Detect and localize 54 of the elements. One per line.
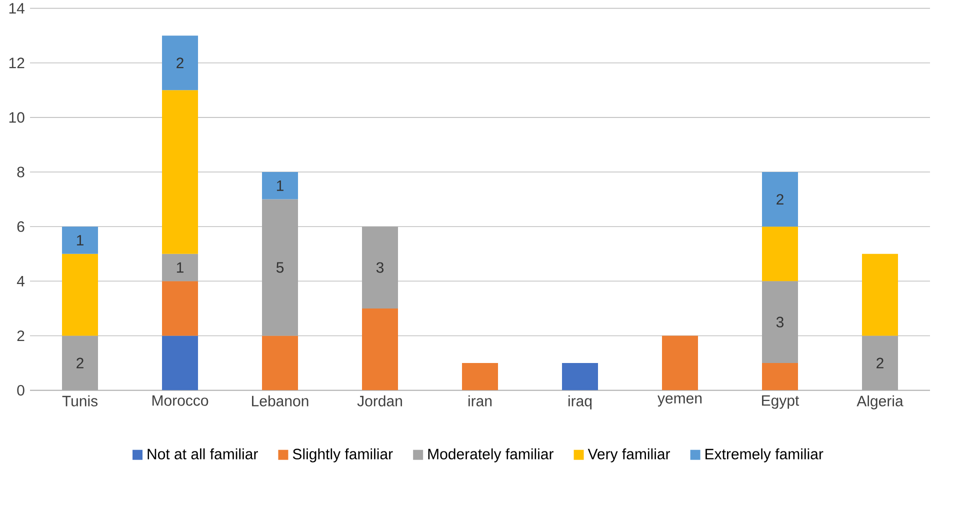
data-label: 3	[776, 316, 784, 328]
bar	[862, 336, 898, 390]
bar	[562, 363, 598, 390]
bar	[362, 226, 398, 308]
x-tick-label: iraq	[568, 395, 592, 410]
data-label: 2	[876, 358, 884, 368]
legend-label: Extremely familiar	[706, 448, 824, 462]
data-label: 2	[776, 194, 784, 205]
y-tick-label: 4	[16, 276, 25, 286]
bar	[162, 336, 198, 390]
y-tick-label: 10	[9, 112, 24, 123]
legend-label: Very familiar	[588, 448, 670, 462]
x-tick-label: iran	[468, 395, 492, 406]
bar	[762, 226, 798, 282]
data-label: 2	[176, 58, 184, 68]
legend-label: Slightly familiar	[292, 448, 393, 462]
x-tick-label: Jordan	[357, 395, 402, 406]
y-tick-label: 8	[17, 166, 24, 178]
legend-label: Not at all familiar	[148, 448, 258, 460]
x-tick-label: Tunis	[62, 395, 98, 406]
bar	[162, 281, 198, 336]
bar	[62, 254, 98, 336]
y-tick-label: 12	[9, 58, 24, 68]
bar	[162, 90, 198, 254]
bar	[162, 36, 198, 90]
bar	[862, 254, 898, 336]
y-tick-label: 6	[17, 221, 24, 232]
bar	[262, 336, 298, 390]
x-tick-label: Lebanon	[252, 395, 308, 406]
y-tick-label: 14	[9, 3, 25, 14]
bar	[362, 308, 398, 390]
x-tick-label: Algeria	[856, 395, 904, 410]
y-tick-label: 0	[17, 384, 24, 396]
bar	[262, 172, 298, 200]
data-label: 2	[76, 358, 84, 368]
bar	[262, 199, 298, 336]
bar	[762, 363, 798, 390]
x-tick-label: yemen	[658, 395, 702, 407]
data-label: 1	[276, 180, 284, 191]
bar	[662, 336, 698, 390]
y-tick-label: 2	[17, 330, 24, 341]
bar	[162, 254, 198, 282]
bar	[62, 336, 98, 390]
bar	[762, 281, 798, 364]
data-label: 3	[376, 262, 384, 273]
x-tick-label: Egypt	[762, 395, 800, 409]
legend-label: Moderately familiar	[428, 448, 554, 462]
data-label: 1	[76, 235, 84, 246]
x-tick-label: Morocco	[152, 395, 208, 406]
data-label: 5	[276, 262, 284, 273]
data-label: 1	[176, 262, 184, 273]
bar	[762, 172, 798, 227]
bar	[462, 363, 498, 390]
bar	[62, 226, 98, 254]
